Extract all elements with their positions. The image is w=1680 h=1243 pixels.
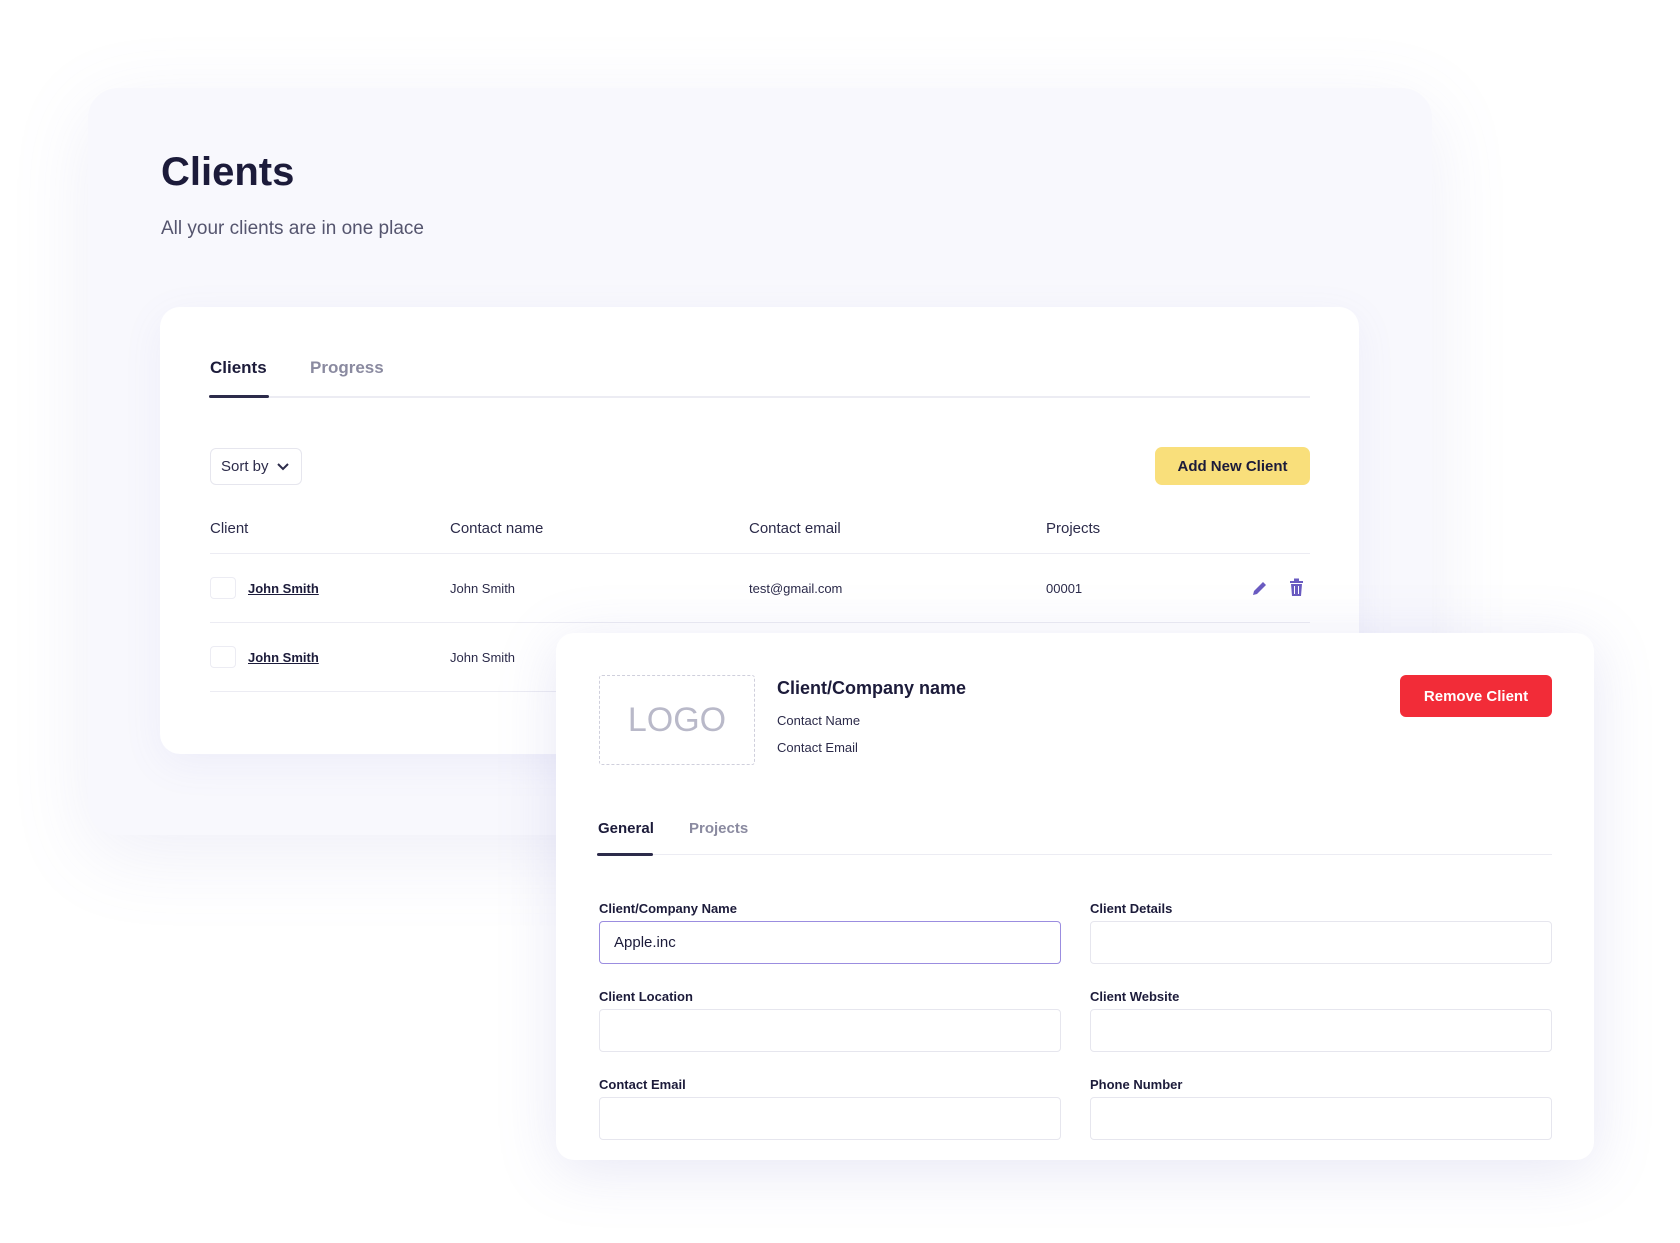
tab-divider xyxy=(210,396,1310,398)
column-header-contact-name: Contact name xyxy=(450,520,544,537)
field-label: Phone Number xyxy=(1090,1077,1183,1092)
client-detail-card xyxy=(556,633,1594,1160)
remove-client-button[interactable]: Remove Client xyxy=(1400,675,1552,717)
field-label: Client Website xyxy=(1090,989,1180,1004)
row-checkbox[interactable] xyxy=(210,577,236,599)
page-subtitle: All your clients are in one place xyxy=(161,218,424,239)
sort-label: Sort by xyxy=(221,458,269,475)
client-details-input[interactable] xyxy=(1090,921,1552,964)
contact-email-label: Contact Email xyxy=(777,740,858,755)
chevron-down-icon xyxy=(276,462,289,470)
client-link[interactable]: John Smith xyxy=(248,581,319,596)
page-title: Clients xyxy=(161,150,295,194)
edit-pencil-icon[interactable] xyxy=(1251,579,1269,597)
add-new-client-button[interactable]: Add New Client xyxy=(1155,447,1310,485)
phone-number-input[interactable] xyxy=(1090,1097,1552,1140)
contact-name: John Smith xyxy=(450,650,516,665)
tab-progress[interactable]: Progress xyxy=(310,358,384,377)
client-link[interactable]: John Smith xyxy=(248,650,319,665)
trash-icon[interactable] xyxy=(1289,578,1304,597)
divider xyxy=(210,622,1310,623)
sort-dropdown[interactable]: Sort by xyxy=(210,448,302,485)
column-header-client: Client xyxy=(210,520,249,537)
tab-general[interactable]: General xyxy=(598,820,654,837)
tab-projects[interactable]: Projects xyxy=(689,820,749,837)
logo-placeholder[interactable]: LOGO xyxy=(599,675,755,765)
company-name-input[interactable] xyxy=(599,921,1061,964)
contact-email: test@gmail.com xyxy=(749,581,843,596)
contact-name: John Smith xyxy=(450,581,516,596)
divider xyxy=(210,553,1310,554)
column-header-contact-email: Contact email xyxy=(749,520,841,537)
active-tab-indicator xyxy=(209,395,269,398)
column-header-projects: Projects xyxy=(1046,520,1101,537)
company-name-heading: Client/Company name xyxy=(777,678,967,698)
field-label: Contact Email xyxy=(599,1077,686,1092)
field-label: Client Location xyxy=(599,989,693,1004)
tab-divider xyxy=(598,854,1552,855)
field-label: Client/Company Name xyxy=(599,901,737,916)
field-label: Client Details xyxy=(1090,901,1173,916)
projects-count: 00001 xyxy=(1046,581,1083,596)
contact-name-label: Contact Name xyxy=(777,713,861,728)
contact-email-input[interactable] xyxy=(599,1097,1061,1140)
client-website-input[interactable] xyxy=(1090,1009,1552,1052)
row-checkbox[interactable] xyxy=(210,646,236,668)
tab-clients[interactable]: Clients xyxy=(210,358,267,377)
active-tab-indicator xyxy=(597,853,653,856)
client-location-input[interactable] xyxy=(599,1009,1061,1052)
